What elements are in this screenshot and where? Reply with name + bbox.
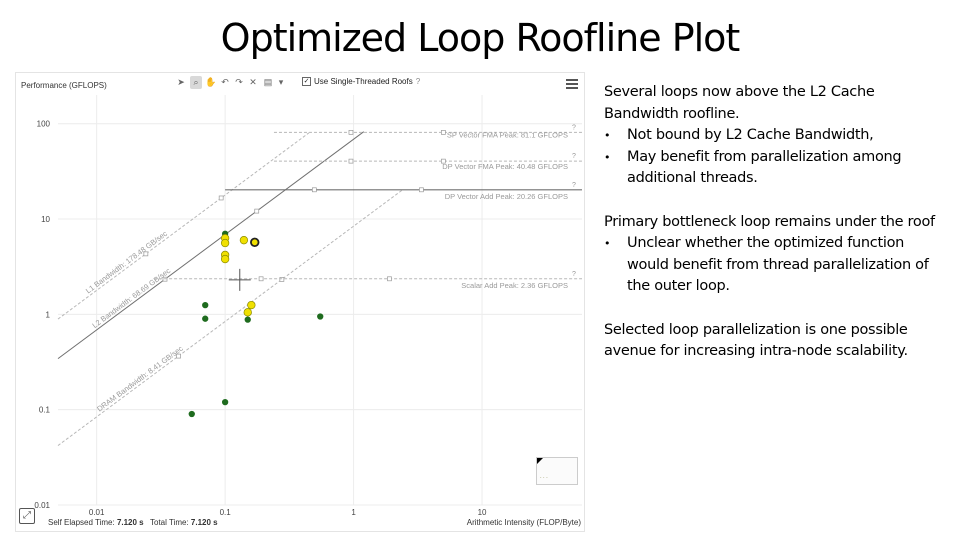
roof-marker[interactable] [311,187,317,193]
loop-point[interactable] [221,398,229,406]
text-block-1: Several loops now above the L2 Cache Ban… [604,82,944,190]
loop-point[interactable] [239,236,249,245]
roof-marker[interactable] [348,158,354,164]
text-column: Several loops now above the L2 Cache Ban… [604,82,944,385]
undo-icon[interactable]: ↶ [221,77,229,87]
roof-help-icon[interactable]: ? [572,271,576,278]
roof-marker[interactable] [279,277,285,282]
use-single-threaded-roofs-toggle[interactable]: ✓ Use Single-Threaded Roofs ? [302,77,420,86]
block-1-bullets: Not bound by L2 Cache Bandwidth, May ben… [604,125,944,190]
roof-help-icon[interactable]: ? [572,124,576,131]
compute-roof-label: Scalar Add Peak: 2.36 GFLOPS [461,281,568,290]
selected-loop-point[interactable] [250,237,260,247]
y-tick-label: 10 [41,215,50,224]
loop-point[interactable] [202,315,209,322]
loop-point[interactable] [220,254,230,264]
roof-marker[interactable] [387,276,392,282]
x-axis-label: Arithmetic Intensity (FLOP/Byte) [466,518,581,527]
bullet-item: May benefit from parallelization among a… [604,147,944,190]
roof-marker[interactable] [441,158,446,164]
roof-marker[interactable] [348,130,354,135]
roof-marker[interactable] [143,251,149,257]
memory-roof-line[interactable] [57,131,365,359]
roof-help-icon[interactable]: ? [572,182,576,189]
roofline-panel: 0.01 0.1 1 10 100 10 1 0.1 0.01 L1 Bandwidth: 178… [15,72,585,532]
roof-marker[interactable] [258,276,264,282]
chevron-down-icon[interactable]: ▾ [278,77,284,87]
expand-icon[interactable]: ⤢ [19,508,35,524]
memory-roof-line[interactable] [57,132,310,320]
compute-roof-label: SP Vector FMA Peak: 81.1 GFLOPS [447,130,568,139]
loop-point[interactable] [317,313,324,320]
memory-roof-line[interactable] [57,189,403,446]
y-tick-label: 0.1 [39,406,51,415]
pointer-icon[interactable]: ➤ [177,77,185,87]
self-elapsed-time: Self Elapsed Time: 7.120 s [48,518,144,527]
checkbox-icon[interactable]: ✓ [302,77,311,86]
compute-roof-label: DP Vector Add Peak: 20.26 GFLOPS [445,192,568,201]
minimap-thumbnail[interactable]: · · · [536,457,578,485]
x-tick-label: 10 [478,508,487,517]
loop-point[interactable] [243,308,252,317]
hamburger-menu-icon[interactable] [566,79,578,89]
slide-title: Optimized Loop Roofline Plot [220,16,741,60]
roofs-checkbox-label: Use Single-Threaded Roofs [314,77,413,86]
memory-roof-label: DRAM Bandwidth: 8.41 GB/sec [95,344,185,414]
block-2-text: Primary bottleneck loop remains under th… [604,213,935,230]
help-icon[interactable]: ? [415,77,421,86]
roof-marker[interactable] [441,130,446,135]
total-time: Total Time: 7.120 s [150,518,218,527]
loop-point[interactable] [202,301,209,309]
loop-point[interactable] [188,410,195,418]
loop-point[interactable] [247,300,256,310]
x-tick-label: 1 [351,508,356,517]
text-block-3: Selected loop parallelization is one pos… [604,320,944,363]
bullet-item: Not bound by L2 Cache Bandwidth, [604,125,944,147]
text-block-2: Primary bottleneck loop remains under th… [604,212,944,298]
export-icon[interactable]: ▤ [263,77,273,87]
compute-roof-label: DP Vector FMA Peak: 40.48 GFLOPS [442,162,568,171]
roof-marker[interactable] [218,195,224,201]
redo-icon[interactable]: ↷ [235,77,243,87]
roof-marker[interactable] [254,208,260,214]
block-1-text: Several loops now above the L2 Cache Ban… [604,84,875,122]
roof-help-icon[interactable]: ? [572,153,576,160]
x-tick-label: 0.1 [220,508,232,517]
roofline-toolbar: Performance (GFLOPS) ➤ ⌕ ✋ ↶ ↷ ✕ ▤ ▾ ✓ U… [16,73,584,93]
y-axis-label: Performance (GFLOPS) [21,81,107,90]
y-tick-label: 1 [46,310,51,319]
pan-icon[interactable]: ✋ [205,77,217,87]
close-icon[interactable]: ✕ [249,77,257,87]
y-tick-label: 100 [37,120,51,129]
loop-point[interactable] [244,316,251,323]
loop-point[interactable] [220,238,230,248]
bullet-item: Unclear whether the optimized function w… [604,233,944,298]
x-tick-label: 0.01 [89,508,105,517]
roof-marker[interactable] [419,187,424,193]
zoom-icon[interactable]: ⌕ [190,76,202,89]
y-tick-label: 0.01 [34,501,50,510]
block-2-bullets: Unclear whether the optimized function w… [604,233,944,298]
roofline-footer: ⤢ Self Elapsed Time: 7.120 s Total Time:… [16,508,584,530]
block-3-text: Selected loop parallelization is one pos… [604,321,908,360]
roof-marker[interactable] [176,353,181,359]
